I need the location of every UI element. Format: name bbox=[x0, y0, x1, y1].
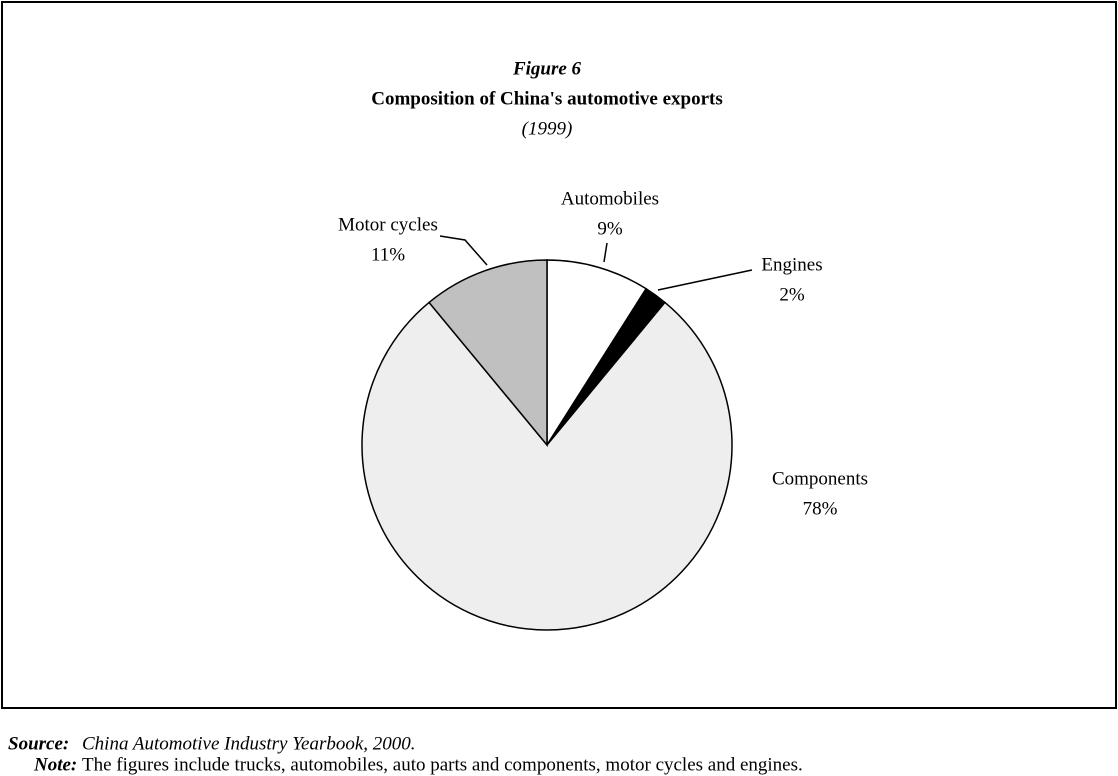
figure-label: Figure 6 bbox=[512, 58, 582, 79]
source-text: China Automotive Industry Yearbook, 2000… bbox=[82, 733, 416, 754]
slice-value-label: 11% bbox=[371, 244, 405, 265]
slice-value-label: 9% bbox=[597, 218, 623, 239]
slice-label: Engines bbox=[761, 254, 822, 275]
pie-slice bbox=[361, 301, 733, 631]
leader-line bbox=[439, 235, 488, 266]
pie-slice bbox=[428, 259, 548, 448]
chart-title: Composition of China's automotive export… bbox=[371, 88, 723, 109]
leader-line bbox=[657, 269, 753, 291]
slice-value-label: 2% bbox=[779, 284, 805, 305]
slice-value-label: 78% bbox=[803, 498, 838, 519]
frame bbox=[1, 1, 1117, 709]
pie bbox=[361, 259, 733, 631]
source-label: Source: bbox=[8, 733, 69, 754]
slice-label: Components bbox=[772, 468, 868, 489]
note-text: The figures include trucks, automobiles,… bbox=[82, 754, 803, 775]
note-label: Note: bbox=[33, 754, 77, 775]
slice-label: Automobiles bbox=[561, 188, 659, 209]
leader-line bbox=[603, 242, 608, 263]
chart-subtitle: (1999) bbox=[522, 118, 573, 139]
slice-label: Motor cycles bbox=[338, 214, 438, 235]
pie-slice bbox=[546, 259, 648, 448]
